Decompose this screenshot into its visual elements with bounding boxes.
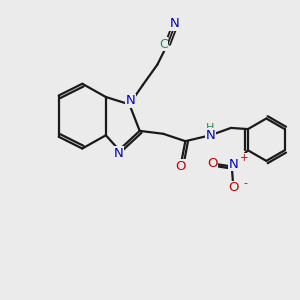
- Text: N: N: [206, 129, 215, 142]
- Text: O: O: [207, 157, 217, 170]
- Text: N: N: [126, 94, 136, 107]
- Text: O: O: [176, 160, 186, 173]
- Text: H: H: [206, 123, 214, 133]
- Text: C: C: [159, 38, 168, 50]
- Text: O: O: [228, 182, 238, 194]
- Text: -: -: [244, 178, 248, 188]
- Text: N: N: [229, 158, 239, 171]
- Text: +: +: [240, 153, 248, 163]
- Text: N: N: [114, 147, 123, 160]
- Text: N: N: [170, 17, 180, 30]
